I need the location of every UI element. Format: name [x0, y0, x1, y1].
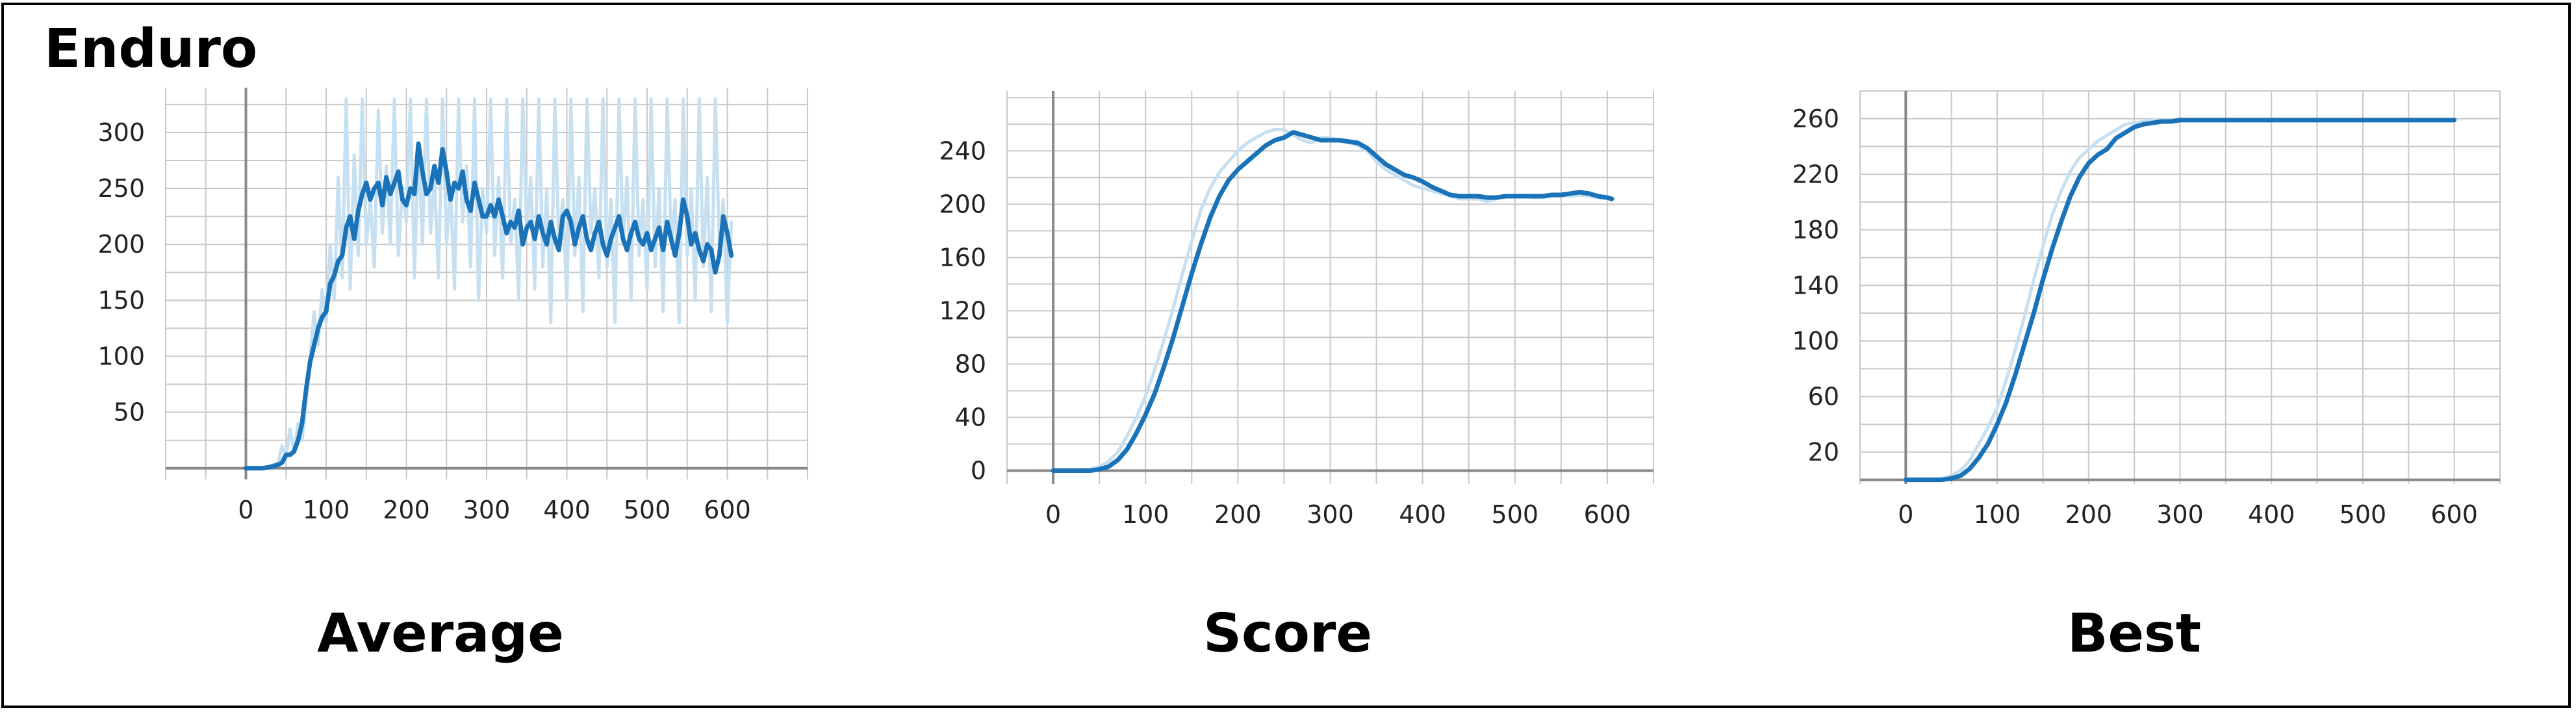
- x-tick-label: 100: [303, 496, 350, 524]
- y-tick-label: 140: [1792, 271, 1839, 299]
- x-tick-label: 600: [1584, 500, 1631, 529]
- figure-title: Enduro: [44, 18, 258, 80]
- y-tick-label: 40: [955, 403, 986, 431]
- x-tick-label: 600: [2430, 500, 2478, 529]
- x-tick-label: 500: [2340, 500, 2387, 529]
- y-tick-label: 50: [114, 398, 145, 427]
- x-tick-label: 200: [2065, 500, 2113, 529]
- x-tick-label: 300: [1307, 500, 1354, 529]
- x-tick-label: 500: [624, 496, 671, 524]
- x-tick-label: 200: [383, 496, 430, 524]
- x-tick-label: 400: [1399, 500, 1446, 529]
- y-tick-label: 120: [939, 296, 986, 325]
- y-tick-label: 200: [97, 230, 145, 259]
- y-tick-label: 100: [1792, 327, 1839, 355]
- x-tick-label: 500: [1492, 500, 1539, 529]
- y-tick-label: 150: [97, 286, 145, 314]
- x-tick-label: 0: [238, 496, 253, 524]
- y-tick-label: 100: [97, 342, 145, 370]
- figure-frame: [1, 3, 2571, 708]
- chart-score: 0 100 200 300 400 500 600 0 40 80 120 160 200 240: [939, 91, 1654, 529]
- x-tick-label: 300: [2156, 500, 2204, 529]
- y-tick-label: 160: [939, 243, 986, 272]
- y-tick-label: 220: [1792, 160, 1839, 188]
- x-tick-label: 600: [704, 496, 751, 524]
- chart-title-score: Score: [1203, 603, 1373, 665]
- y-tick-label: 200: [939, 190, 986, 218]
- chart-title-average: Average: [317, 603, 564, 665]
- x-tick-label: 0: [1898, 500, 1913, 529]
- x-tick-label: 400: [543, 496, 591, 524]
- x-tick-label: 200: [1214, 500, 1262, 529]
- x-tick-label: 0: [1045, 500, 1061, 529]
- y-tick-label: 180: [1792, 216, 1839, 244]
- series-line-smooth: [244, 141, 734, 471]
- x-tick-label: 300: [463, 496, 511, 524]
- y-tick-label: 60: [1808, 382, 1839, 411]
- y-tick-label: 80: [955, 350, 986, 378]
- y-tick-label: 240: [939, 136, 986, 165]
- series-line-smooth: [1051, 130, 1614, 473]
- y-tick-label: 250: [97, 174, 145, 203]
- chart-average: 0 100 200 300 400 500 600 50 100 150 200 250 300: [97, 88, 808, 524]
- y-tick-label: 300: [97, 118, 145, 147]
- x-tick-label: 100: [1122, 500, 1169, 529]
- series-line-raw: [1051, 128, 1614, 472]
- y-tick-label: 0: [971, 456, 986, 485]
- y-tick-label: 20: [1808, 438, 1839, 466]
- x-tick-label: 400: [2248, 500, 2295, 529]
- y-tick-label: 260: [1792, 105, 1839, 133]
- chart-best: 0 100 200 300 400 500 600 20 60 100 140 180 220 260: [1792, 90, 2501, 529]
- x-tick-label: 100: [1974, 500, 2021, 529]
- chart-title-best: Best: [2067, 603, 2202, 665]
- series-line-smooth: [1903, 118, 2457, 483]
